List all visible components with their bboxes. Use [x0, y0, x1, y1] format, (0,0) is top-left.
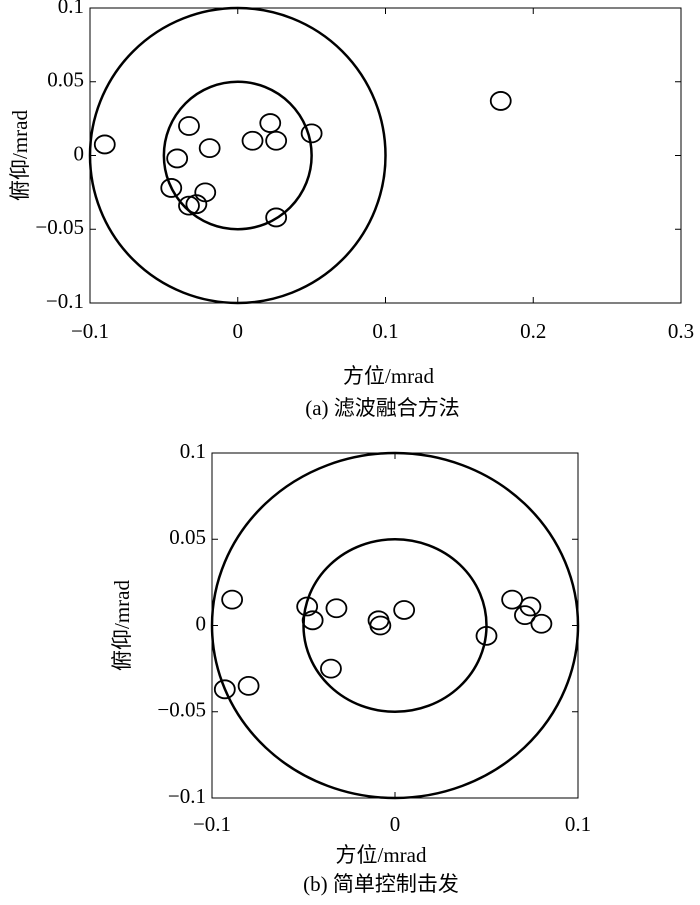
plot-frame [211, 452, 579, 799]
x-axis-label: 方位/mrad [336, 843, 427, 867]
point [194, 182, 217, 203]
point [501, 589, 524, 610]
point [166, 148, 189, 169]
point [296, 596, 319, 617]
point [393, 600, 416, 620]
point [369, 615, 392, 636]
y-tick-label: −0.05 [35, 215, 84, 239]
point [489, 91, 512, 111]
y-tick-label: 0 [196, 611, 207, 635]
reference-circle [88, 6, 387, 305]
point [325, 598, 348, 619]
y-tick-label: 0.1 [180, 439, 206, 463]
y-tick-label: −0.1 [46, 289, 84, 313]
point [237, 675, 260, 696]
point [265, 207, 288, 228]
point [178, 195, 200, 216]
x-tick-label: −0.1 [193, 812, 231, 836]
y-axis-label: 俯仰/mrad [8, 110, 32, 201]
x-tick-label: 0.1 [372, 319, 398, 343]
point [514, 605, 536, 626]
caption: (b) 简单控制击发 [303, 872, 459, 896]
point [221, 589, 244, 610]
y-tick-label: −0.05 [157, 698, 206, 722]
point [241, 130, 264, 151]
point [178, 116, 200, 136]
point [320, 658, 342, 679]
x-tick-label: 0 [233, 319, 244, 343]
point [265, 130, 288, 151]
point [530, 613, 553, 634]
caption: (a) 滤波融合方法 [305, 396, 460, 420]
point [300, 123, 323, 144]
point [475, 625, 498, 646]
reference-circle [162, 80, 313, 231]
x-tick-label: −0.1 [71, 319, 109, 343]
point [259, 113, 282, 133]
x-tick-label: 0.3 [668, 319, 694, 343]
x-tick-label: 0.1 [565, 812, 591, 836]
reference-circle [302, 538, 488, 713]
point [93, 134, 116, 155]
y-tick-label: 0.05 [47, 68, 84, 92]
y-tick-label: 0 [74, 141, 85, 165]
point [301, 610, 324, 631]
y-tick-label: 0.05 [169, 525, 206, 549]
x-axis-label: 方位/mrad [343, 364, 434, 388]
point [213, 679, 236, 700]
y-axis-label: 俯仰/mrad [110, 580, 134, 671]
y-tick-label: 0.1 [58, 0, 84, 18]
x-tick-label: 0 [390, 812, 401, 836]
point [198, 138, 221, 159]
y-tick-label: −0.1 [168, 784, 206, 808]
point [160, 178, 183, 198]
x-tick-label: 0.2 [520, 319, 546, 343]
reference-circle [210, 451, 580, 800]
